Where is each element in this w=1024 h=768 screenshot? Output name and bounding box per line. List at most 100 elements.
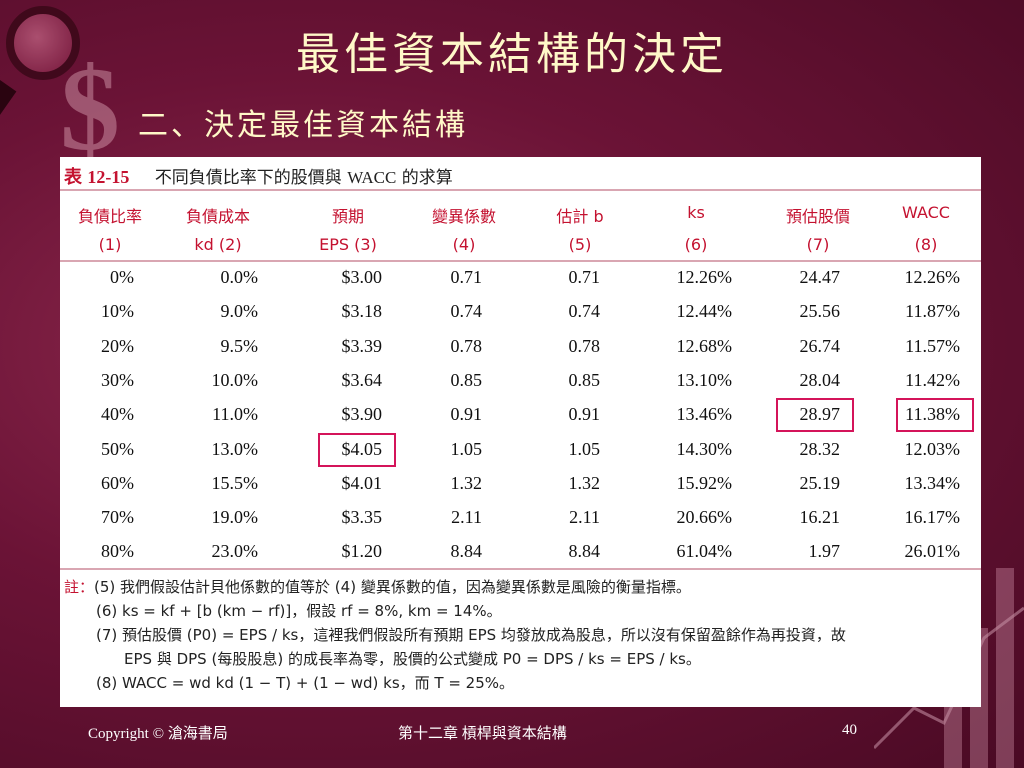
- table-cell: $3.64: [341, 369, 383, 390]
- table-cell: 12.03%: [904, 438, 961, 459]
- table-cell: 13.46%: [676, 404, 733, 425]
- table-cell: 28.04: [799, 369, 841, 390]
- table-cell: 0.71: [568, 267, 601, 287]
- table-caption: 表 12-15 不同負債比率下的股價與 WACC 的求算: [64, 163, 453, 189]
- note-5: (5) 我們假設估計貝他係數的值等於 (4) 變異係數的值，因為變異係數是風險的…: [94, 578, 691, 596]
- column-header-8-l1: WACC: [902, 203, 950, 222]
- table-notes: 註：(5) 我們假設估計貝他係數的值等於 (4) 變異係數的值，因為變異係數是風…: [64, 575, 979, 695]
- table-cell: 15.92%: [676, 472, 733, 493]
- table-cell: 12.26%: [676, 267, 733, 287]
- table-cell: 8.84: [450, 541, 483, 562]
- table-cell: $3.18: [341, 301, 383, 322]
- table-cell: 12.26%: [904, 267, 961, 287]
- table-cell: 0%: [110, 267, 134, 287]
- table-cell: 26.01%: [904, 541, 961, 562]
- column-header-4-l1: 變異係數: [431, 207, 496, 226]
- table-cell: 70%: [101, 507, 134, 528]
- table-cell: 1.32: [450, 472, 483, 493]
- slide-subtitle: 二、決定最佳資本結構: [138, 108, 468, 143]
- table-cell: 8.84: [568, 541, 601, 562]
- table-cell: $3.00: [341, 267, 383, 287]
- table-cell: 11.0%: [212, 404, 258, 425]
- table-cell: 14.30%: [676, 438, 733, 459]
- table-cell: $1.20: [341, 541, 383, 562]
- table-cell: 2.11: [451, 507, 482, 528]
- table-cell: 10.0%: [211, 369, 259, 390]
- table-top-rule: [60, 189, 981, 191]
- caption-tag: 表: [64, 167, 82, 187]
- highlight-box: [776, 398, 854, 433]
- table-cell: 11.38%: [905, 404, 960, 425]
- table-cell: 0.78: [450, 335, 483, 356]
- column-header-1-l2: (1): [98, 235, 122, 254]
- table-bottom-rule: [60, 568, 981, 570]
- column-header-8-l2: (8): [914, 235, 938, 254]
- slide-title: 最佳資本結構的決定: [296, 29, 728, 80]
- table-cell: 0.85: [568, 369, 601, 390]
- table-cell: 19.0%: [211, 507, 259, 528]
- table-cell: 60%: [101, 472, 134, 493]
- note-7b: EPS 與 DPS (每股股息) 的成長率為零，股價的公式變成 P0 = DPS…: [124, 650, 701, 668]
- table-cell: 0.74: [568, 301, 601, 322]
- table-cell: 28.97: [799, 404, 841, 425]
- highlight-box: [318, 432, 396, 467]
- footer-chapter: 第十二章 槓桿與資本結構: [398, 726, 567, 742]
- table-cell: 10%: [101, 301, 134, 322]
- table-cell: 23.0%: [211, 541, 259, 562]
- table-cell: 2.11: [569, 507, 600, 528]
- column-header-6-l1: ks: [687, 203, 705, 222]
- table-cell: 24.47: [799, 267, 841, 287]
- table-cell: 9.5%: [220, 335, 259, 356]
- highlight-box: [896, 398, 974, 433]
- table-cell: 25.19: [799, 472, 841, 493]
- table-cell: 0.74: [450, 301, 483, 322]
- magnifier-decoration: [6, 6, 80, 80]
- column-header-7-l2: (7): [806, 235, 830, 254]
- table-cell: 13.0%: [211, 438, 259, 459]
- table-cell: 11.57%: [905, 335, 960, 356]
- footer-page-number: 40: [842, 722, 857, 738]
- note-8: (8) WACC = wd kd (1 − T) + (1 − wd) ks，而…: [96, 674, 515, 692]
- dollar-sign-decoration: $: [60, 42, 120, 175]
- table-cell: 9.0%: [220, 301, 259, 322]
- table-cell: 20%: [101, 335, 134, 356]
- table-cell: 11.42%: [905, 369, 960, 390]
- table-cell: 16.21: [799, 507, 841, 528]
- table-cell: 11.87%: [905, 301, 960, 322]
- column-header-1-l1: 負債比率: [77, 207, 142, 226]
- table-cell: $3.90: [341, 404, 383, 425]
- column-header-2-l2: kd (2): [194, 235, 242, 254]
- column-header-2-l1: 負債成本: [185, 207, 250, 226]
- table-cell: $4.05: [341, 438, 383, 459]
- table-cell: 1.05: [568, 438, 601, 459]
- table-cell: 1.05: [450, 438, 483, 459]
- column-header-5-l1: 估計 b: [556, 207, 604, 226]
- column-header-3-l1: 預期: [331, 207, 364, 226]
- note-7a: (7) 預估股價 (P0) = EPS / ks，這裡我們假設所有預期 EPS …: [96, 626, 846, 644]
- table-cell: $4.01: [341, 472, 383, 493]
- table-cell: 25.56: [799, 301, 841, 322]
- table-cell: 28.32: [799, 438, 841, 459]
- magnifier-handle-decoration: [0, 80, 17, 149]
- table-cell: 0.0%: [220, 267, 259, 287]
- bar-chart-decoration: [874, 568, 1024, 768]
- table-cell: 61.04%: [676, 541, 733, 562]
- table-cell: 12.68%: [676, 335, 733, 356]
- table-cell: 0.78: [568, 335, 601, 356]
- caption-number: 12-15: [87, 167, 130, 187]
- table-cell: 12.44%: [676, 301, 733, 322]
- table-cell: $3.39: [341, 335, 383, 356]
- table-cell: 0.85: [450, 369, 483, 390]
- note-6: (6) ks = kf + [b (km − rf)]，假設 rf = 8%, …: [96, 602, 502, 620]
- table-cell: 30%: [101, 369, 134, 390]
- table-cell: 80%: [101, 541, 134, 562]
- table-cell: 20.66%: [676, 507, 733, 528]
- table-cell: $3.35: [341, 507, 383, 528]
- column-header-3-l2: EPS (3): [319, 235, 377, 254]
- table-cell: 1.97: [808, 541, 841, 562]
- table-cell: 13.34%: [904, 472, 961, 493]
- table-cell: 40%: [101, 404, 134, 425]
- table-cell: 15.5%: [211, 472, 259, 493]
- caption-text-c: 的求算: [396, 168, 453, 188]
- caption-text-b: WACC: [347, 168, 397, 187]
